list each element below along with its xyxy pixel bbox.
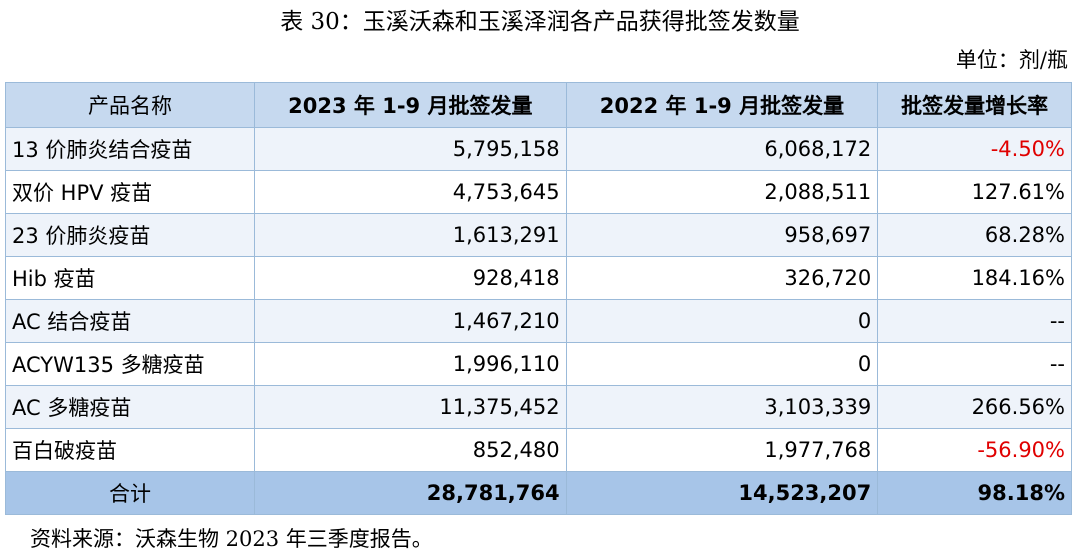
- table-cell: 4,753,645: [254, 170, 567, 214]
- table-cell: --: [877, 342, 1072, 386]
- data-table: 产品名称 2023 年 1-9 月批签发量 2022 年 1-9 月批签发量 批签发量…: [4, 82, 1072, 515]
- table-row: 双价 HPV 疫苗 4,753,645 2,088,511 127.61%: [4, 170, 1072, 214]
- table-row: 23 价肺炎疫苗 1,613,291 958,697 68.28%: [4, 213, 1072, 257]
- table-row: 13 价肺炎结合疫苗 5,795,158 6,068,172 -4.50%: [4, 127, 1072, 171]
- table-row: AC 多糖疫苗 11,375,452 3,103,339 266.56%: [4, 385, 1072, 429]
- table-cell: 68.28%: [877, 213, 1072, 257]
- table-cell: 0: [565, 299, 879, 343]
- table-cell: 13 价肺炎结合疫苗: [4, 127, 256, 171]
- table-cell: 百白破疫苗: [4, 428, 256, 472]
- table-cell: AC 多糖疫苗: [4, 385, 256, 429]
- table-cell: ACYW135 多糖疫苗: [4, 342, 256, 386]
- table-cell: 1,467,210: [254, 299, 567, 343]
- table-row: Hib 疫苗 928,418 326,720 184.16%: [4, 256, 1072, 300]
- table-cell: -4.50%: [877, 127, 1072, 171]
- column-header: 2023 年 1-9 月批签发量: [254, 82, 567, 128]
- table-cell: 6,068,172: [565, 127, 879, 171]
- source-note: 资料来源：沃森生物 2023 年三季度报告。: [30, 527, 433, 551]
- table-cell: 11,375,452: [254, 385, 567, 429]
- table-cell: 28,781,764: [254, 471, 567, 515]
- table-row: ACYW135 多糖疫苗 1,996,110 0 --: [4, 342, 1072, 386]
- table-cell: 958,697: [565, 213, 879, 257]
- table-cell: AC 结合疫苗: [4, 299, 256, 343]
- table-cell: 1,996,110: [254, 342, 567, 386]
- table-cell: 5,795,158: [254, 127, 567, 171]
- table-body: 13 价肺炎结合疫苗 5,795,158 6,068,172 -4.50% 双价 HPV…: [4, 127, 1072, 515]
- table-cell: 3,103,339: [565, 385, 879, 429]
- table-cell: 326,720: [565, 256, 879, 300]
- table-cell: 98.18%: [877, 471, 1072, 515]
- total-row: 合计 28,781,764 14,523,207 98.18%: [4, 471, 1072, 515]
- table-cell: 双价 HPV 疫苗: [4, 170, 256, 214]
- table-cell: 928,418: [254, 256, 567, 300]
- table-cell: 1,613,291: [254, 213, 567, 257]
- table-cell: 23 价肺炎疫苗: [4, 213, 256, 257]
- table-cell: 184.16%: [877, 256, 1072, 300]
- table-cell: 127.61%: [877, 170, 1072, 214]
- header-row: 产品名称 2023 年 1-9 月批签发量 2022 年 1-9 月批签发量 批签发量…: [4, 82, 1072, 128]
- table-cell: Hib 疫苗: [4, 256, 256, 300]
- table-cell: 14,523,207: [565, 471, 879, 515]
- table-cell: 266.56%: [877, 385, 1072, 429]
- table-cell: 1,977,768: [565, 428, 879, 472]
- table-cell: 2,088,511: [565, 170, 879, 214]
- table-cell: -56.90%: [877, 428, 1072, 472]
- table-cell: 合计: [4, 471, 256, 515]
- column-header: 2022 年 1-9 月批签发量: [565, 82, 879, 128]
- table-row: 百白破疫苗 852,480 1,977,768 -56.90%: [4, 428, 1072, 472]
- table-cell: 0: [565, 342, 879, 386]
- table-title: 表 30：玉溪沃森和玉溪泽润各产品获得批签发数量: [280, 9, 800, 35]
- unit-label: 单位：剂/瓶: [955, 48, 1068, 72]
- table-cell: 852,480: [254, 428, 567, 472]
- column-header: 产品名称: [4, 82, 256, 128]
- table-row: AC 结合疫苗 1,467,210 0 --: [4, 299, 1072, 343]
- column-header: 批签发量增长率: [877, 82, 1072, 128]
- table-cell: --: [877, 299, 1072, 343]
